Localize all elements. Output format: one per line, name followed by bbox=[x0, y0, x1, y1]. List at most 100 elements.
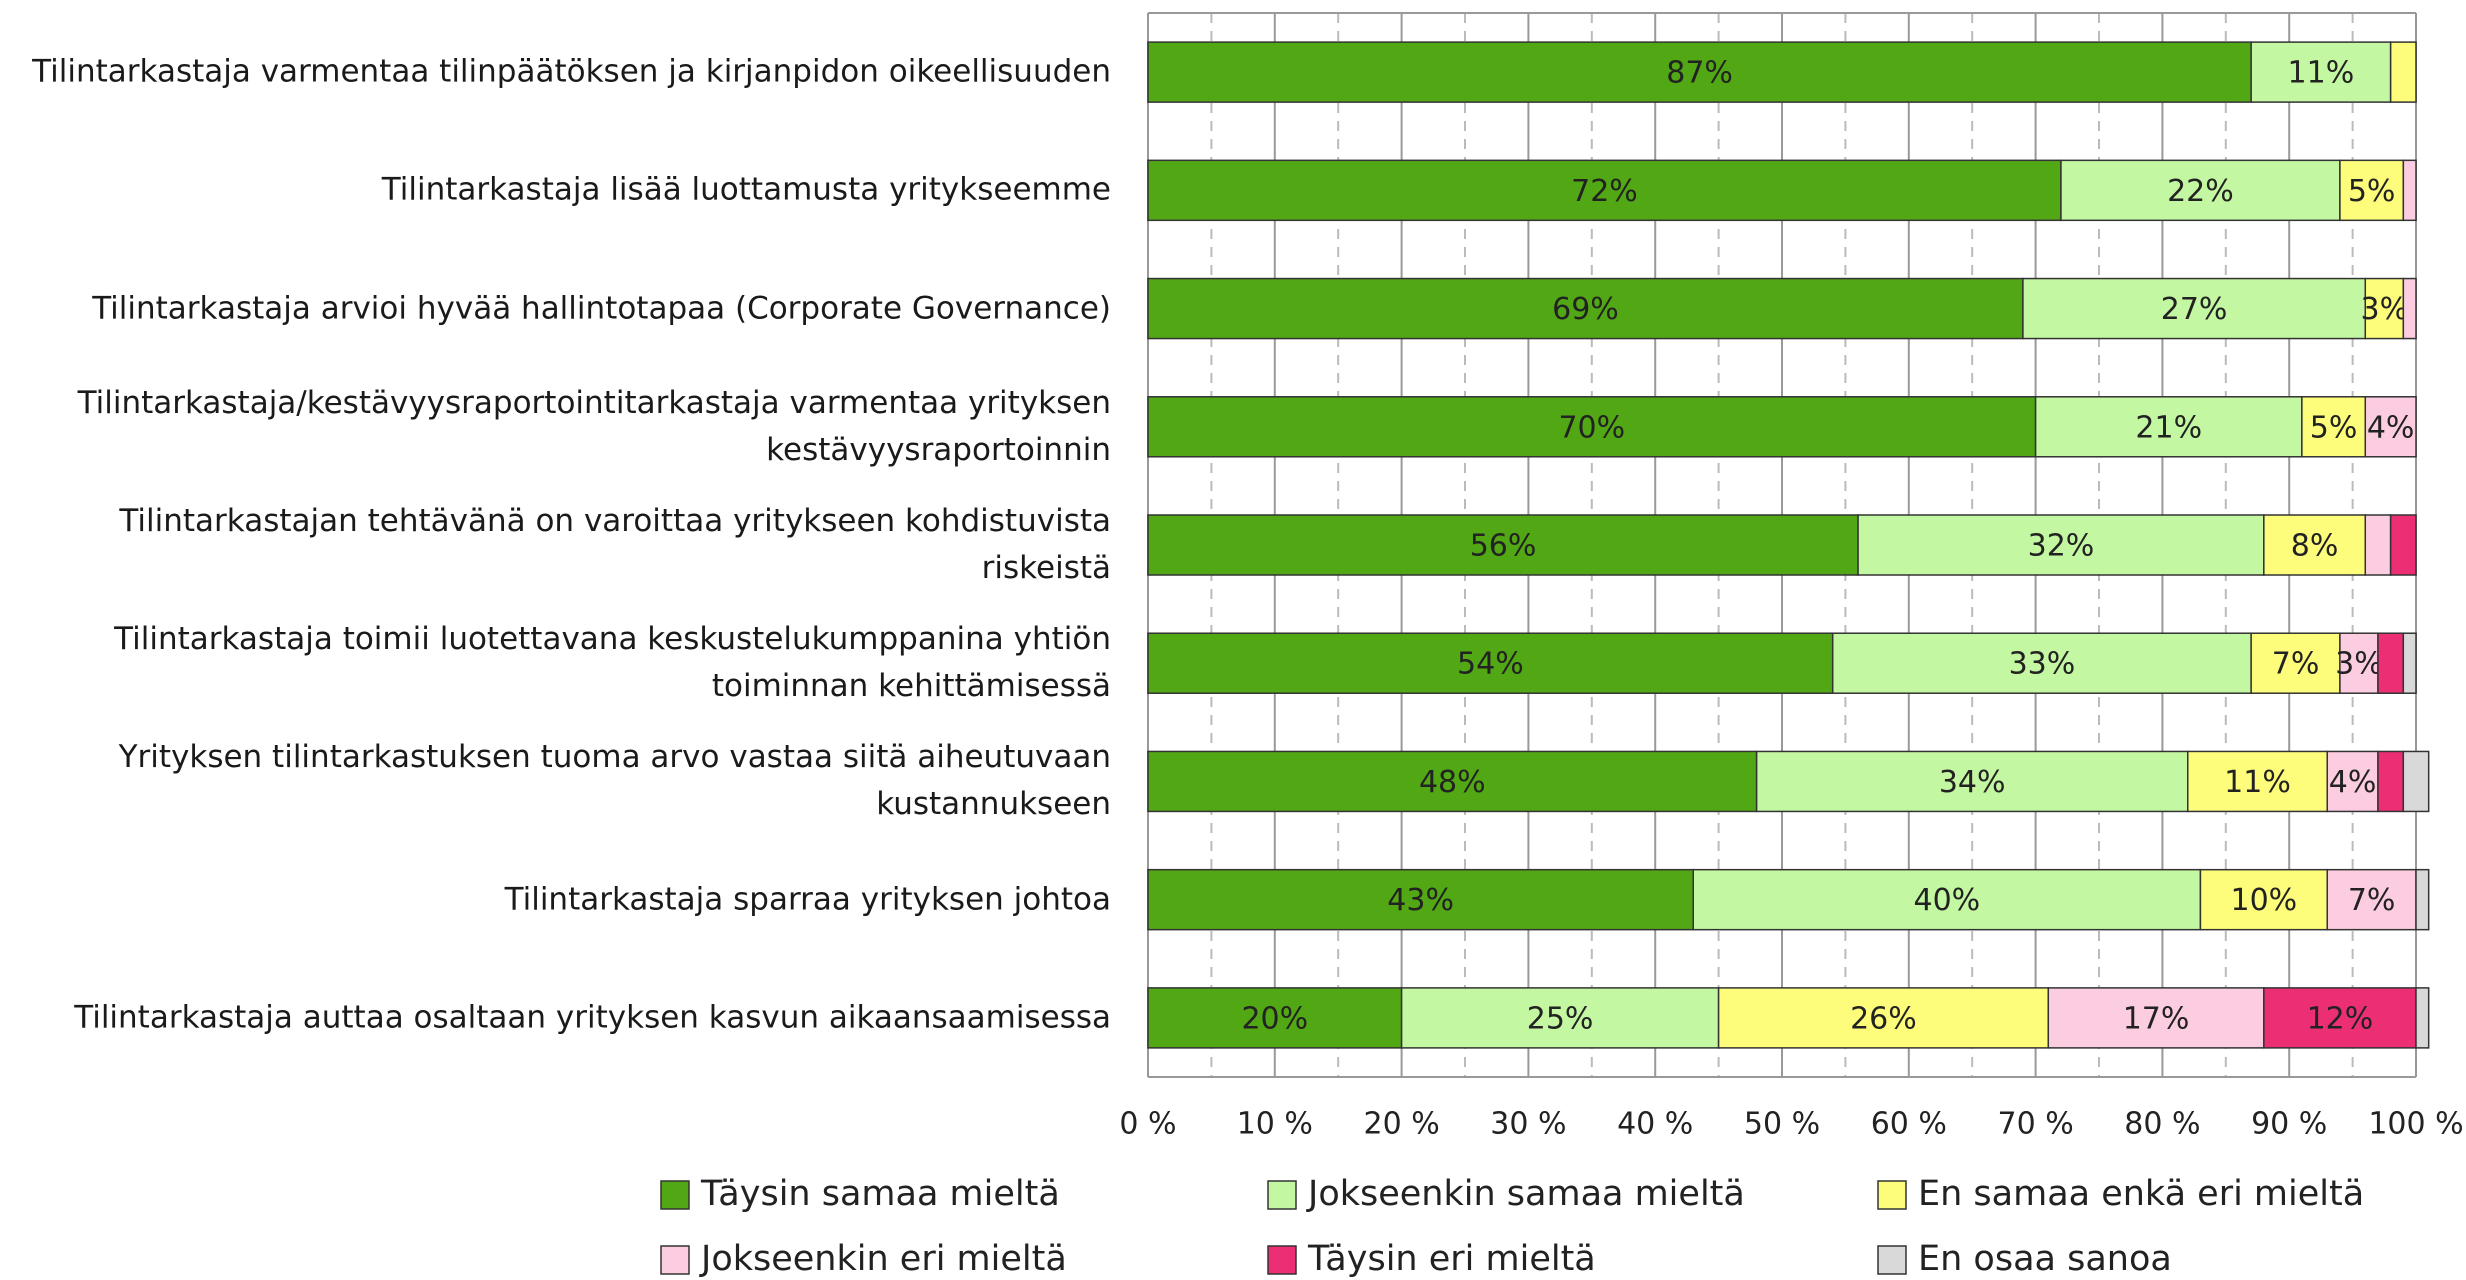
legend-label: Täysin eri mieltä bbox=[1307, 1239, 1596, 1279]
category-label: Tilintarkastaja auttaa osaltaan yritykse… bbox=[74, 999, 1111, 1036]
category-label: Tilintarkastaja arvioi hyvää hallintotap… bbox=[92, 290, 1111, 327]
x-tick-label: 40 % bbox=[1617, 1107, 1693, 1142]
bar-segment bbox=[2377, 750, 2405, 813]
bar-segment bbox=[2415, 987, 2430, 1049]
data-label: 25% bbox=[1527, 1001, 1594, 1036]
data-label: 17% bbox=[2123, 1001, 2190, 1036]
legend-swatch bbox=[1877, 1245, 1907, 1275]
bar-segment bbox=[1147, 159, 2062, 222]
bar-segment bbox=[2364, 396, 2417, 458]
x-tick-label: 80 % bbox=[2124, 1107, 2200, 1142]
data-label: 43% bbox=[1387, 883, 1454, 918]
data-label: 27% bbox=[2161, 292, 2228, 327]
x-tick-label: 0 % bbox=[1119, 1107, 1176, 1142]
data-label: 20% bbox=[1241, 1001, 1308, 1036]
bar-segment bbox=[2415, 868, 2430, 931]
data-label: 32% bbox=[2028, 529, 2095, 564]
legend-label: Jokseenkin eri mieltä bbox=[699, 1239, 1067, 1279]
bar-segment bbox=[2263, 987, 2417, 1049]
data-label: 11% bbox=[2224, 765, 2291, 800]
x-tick-label: 30 % bbox=[1490, 1107, 1566, 1142]
legend-swatch bbox=[660, 1245, 690, 1275]
bar-segment bbox=[2301, 396, 2367, 458]
data-label: 7% bbox=[2348, 883, 2396, 918]
category-label: Tilintarkastaja varmentaa tilinpäätöksen… bbox=[32, 53, 1111, 90]
data-label: 3% bbox=[2335, 647, 2383, 682]
bar-segment bbox=[2364, 277, 2405, 340]
bar-segment bbox=[1147, 514, 1859, 576]
category-label: Tilintarkastaja/kestävyysraportointitark… bbox=[77, 384, 1111, 468]
bar-segment bbox=[1755, 750, 2189, 813]
data-label: 87% bbox=[1666, 56, 1733, 91]
legend-swatch bbox=[1877, 1180, 1907, 1210]
legend-label: En osaa sanoa bbox=[1918, 1239, 2172, 1279]
legend-label: Jokseenkin samaa mieltä bbox=[1306, 1174, 1745, 1214]
data-label: 21% bbox=[2135, 410, 2202, 445]
category-label: Tilintarkastaja sparraa yrityksen johtoa bbox=[504, 881, 1111, 918]
x-tick-label: 50 % bbox=[1744, 1107, 1820, 1142]
bar-segment bbox=[1831, 632, 2252, 694]
bar-segment bbox=[1147, 632, 1834, 694]
bar-segment bbox=[1147, 987, 1403, 1049]
data-label: 8% bbox=[2291, 529, 2339, 564]
bar-segment bbox=[2339, 632, 2379, 694]
data-label: 11% bbox=[2288, 56, 2355, 91]
legend-label: Täysin samaa mieltä bbox=[700, 1174, 1060, 1214]
data-label: 34% bbox=[1939, 765, 2006, 800]
legend-swatch bbox=[660, 1180, 690, 1210]
bar-segment bbox=[2402, 159, 2417, 222]
data-label: 3% bbox=[2361, 292, 2409, 327]
bar-segment bbox=[2389, 41, 2417, 103]
legend-label: En samaa enkä eri mieltä bbox=[1918, 1174, 2364, 1214]
bar-segment bbox=[2326, 750, 2379, 813]
legend-swatch bbox=[1267, 1180, 1297, 1210]
data-label: 56% bbox=[1470, 529, 1537, 564]
category-label: Yrityksen tilintarkastuksen tuoma arvo v… bbox=[118, 739, 1111, 823]
bar-segment bbox=[2199, 868, 2328, 931]
category-label: Tilintarkastaja lisää luottamusta yrityk… bbox=[381, 171, 1111, 208]
data-label: 70% bbox=[1558, 410, 1625, 445]
data-label: 7% bbox=[2272, 647, 2320, 682]
data-label: 5% bbox=[2348, 174, 2396, 209]
bar-segment bbox=[2339, 159, 2405, 222]
data-label: 40% bbox=[1913, 883, 1980, 918]
category-label: Tilintarkastaja toimii luotettavana kesk… bbox=[114, 621, 1111, 705]
data-label: 54% bbox=[1457, 647, 1524, 682]
data-label: 4% bbox=[2367, 410, 2415, 445]
data-label: 48% bbox=[1419, 765, 1486, 800]
bar-segment bbox=[2187, 750, 2328, 813]
x-tick-label: 10 % bbox=[1237, 1107, 1313, 1142]
category-label: Tilintarkastajan tehtävänä on varoittaa … bbox=[119, 503, 1111, 586]
x-tick-label: 20 % bbox=[1363, 1107, 1439, 1142]
bar-segment bbox=[2377, 632, 2405, 694]
x-tick-label: 70 % bbox=[1997, 1107, 2073, 1142]
x-tick-label: 100 % bbox=[2368, 1107, 2463, 1142]
bar-segment bbox=[2047, 987, 2265, 1049]
bar-segment bbox=[2326, 868, 2417, 931]
bar-segment bbox=[1147, 277, 2024, 340]
bar-segment bbox=[2402, 632, 2417, 694]
x-tick-label: 90 % bbox=[2251, 1107, 2327, 1142]
bar-segment bbox=[1147, 750, 1758, 813]
data-label: 22% bbox=[2167, 174, 2234, 209]
bar-segment bbox=[1857, 514, 2265, 576]
data-label: 10% bbox=[2230, 883, 2297, 918]
data-label: 33% bbox=[2009, 647, 2076, 682]
bar-segment bbox=[2402, 277, 2417, 340]
bar-segment bbox=[1147, 396, 2037, 458]
data-label: 69% bbox=[1552, 292, 1619, 327]
bar-segment bbox=[2250, 632, 2341, 694]
x-tick-label: 60 % bbox=[1871, 1107, 1947, 1142]
data-label: 4% bbox=[2329, 765, 2377, 800]
data-label: 12% bbox=[2307, 1001, 2374, 1036]
legend-swatch bbox=[1267, 1245, 1297, 1275]
bar-segment bbox=[2389, 514, 2417, 576]
bar-segment bbox=[2060, 159, 2341, 222]
bar-segment bbox=[2364, 514, 2392, 576]
data-label: 72% bbox=[1571, 174, 1638, 209]
data-label: 26% bbox=[1850, 1001, 1917, 1036]
bar-segment bbox=[2250, 41, 2392, 103]
bar-segment bbox=[2402, 750, 2430, 813]
